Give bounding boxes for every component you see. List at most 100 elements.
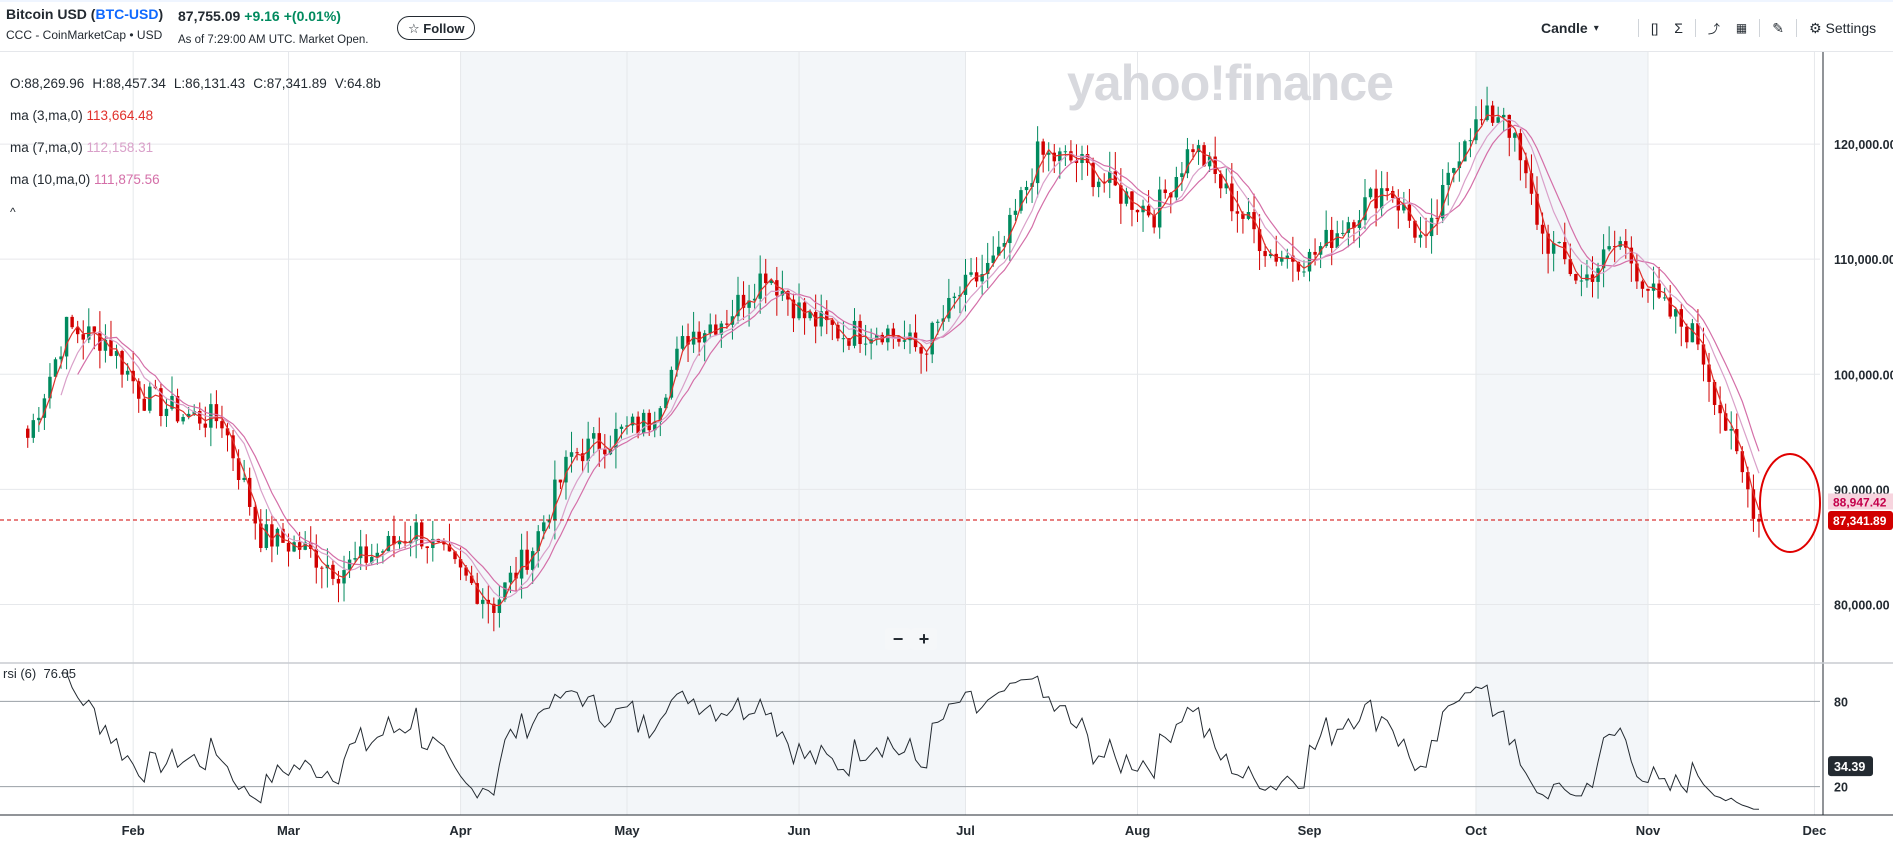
candle xyxy=(347,559,352,571)
candle xyxy=(1102,181,1106,183)
candle xyxy=(553,479,557,520)
candle xyxy=(1518,133,1523,161)
candle xyxy=(1496,117,1500,123)
candle xyxy=(231,435,235,459)
candle xyxy=(1751,489,1756,519)
rsi-line xyxy=(61,672,1759,810)
compare-bracket-icon[interactable]: [] xyxy=(1651,20,1659,36)
sigma-indicator-icon[interactable]: Σ xyxy=(1674,20,1683,36)
candle xyxy=(1230,183,1234,212)
chart-tools: [] Σ ⤴ ▦ ✎ ⚙ Settings xyxy=(1626,16,1876,40)
collapse-legend-icon[interactable]: ^ xyxy=(10,205,16,219)
candle xyxy=(575,452,579,454)
candle xyxy=(1391,190,1395,199)
candle xyxy=(1646,288,1650,291)
candle xyxy=(1241,213,1245,219)
candle xyxy=(370,556,374,563)
follow-label: Follow xyxy=(423,21,465,36)
pencil-draw-icon[interactable]: ✎ xyxy=(1772,19,1784,36)
candle xyxy=(1479,119,1484,121)
candle xyxy=(1529,173,1534,194)
symbol-source: CCC - CoinMarketCap • USD xyxy=(6,28,163,42)
candle xyxy=(497,599,502,613)
candle xyxy=(630,416,635,426)
candle xyxy=(1296,261,1301,272)
x-tick-label: Jun xyxy=(787,823,810,838)
candle xyxy=(53,359,58,377)
trend-line-icon[interactable]: ⤴ xyxy=(1707,21,1720,36)
candle xyxy=(419,522,424,547)
candle xyxy=(286,542,291,552)
calendar-events-icon[interactable]: ▦ xyxy=(1735,21,1748,35)
candle xyxy=(1169,192,1173,198)
candle xyxy=(142,398,146,411)
ma10-label: ma (10,ma,0) xyxy=(10,172,91,187)
candle xyxy=(874,334,879,340)
chart-type-select[interactable]: Candle ▾ xyxy=(1541,16,1599,40)
high-value: H:88,457.34 xyxy=(92,76,166,91)
candle xyxy=(198,411,202,424)
open-value: O:88,269.96 xyxy=(10,76,85,91)
candle xyxy=(764,273,768,284)
candle xyxy=(1108,171,1112,183)
candle xyxy=(1563,242,1567,260)
candle xyxy=(1723,413,1728,431)
candle xyxy=(1113,171,1118,186)
candle xyxy=(475,583,479,604)
last-price-badge-label: 87,341.89 xyxy=(1833,514,1887,528)
candle xyxy=(530,551,535,570)
candle xyxy=(1535,193,1539,225)
rsi-last-badge-label: 34.39 xyxy=(1834,760,1865,774)
candle xyxy=(81,334,85,340)
candle xyxy=(997,246,1001,256)
candle xyxy=(314,548,319,568)
ma3-legend[interactable]: ma (3,ma,0) 113,664.48 xyxy=(10,106,389,138)
ticker-link[interactable]: BTC-USD xyxy=(95,6,159,22)
candle xyxy=(1024,186,1029,191)
toolbar-divider xyxy=(1795,19,1797,37)
candle xyxy=(1329,229,1334,248)
candle xyxy=(1574,274,1578,281)
candle xyxy=(897,336,901,342)
settings-button[interactable]: ⚙ Settings xyxy=(1809,20,1876,37)
ma10-legend[interactable]: ma (10,ma,0) 111,875.56 xyxy=(10,170,389,202)
candle xyxy=(1629,247,1634,264)
zoom-in-button[interactable]: + xyxy=(911,628,937,650)
candle xyxy=(1674,309,1678,317)
candle xyxy=(503,582,507,600)
candle xyxy=(597,433,601,450)
candle xyxy=(353,558,357,560)
ma7-legend[interactable]: ma (7,ma,0) 112,158.31 xyxy=(10,138,389,170)
candle xyxy=(1590,274,1595,282)
rsi-legend: rsi (6) 76.05 xyxy=(3,666,76,681)
candle xyxy=(586,438,590,462)
candle xyxy=(1174,176,1179,198)
candle xyxy=(447,544,452,552)
candle xyxy=(464,567,468,576)
candle xyxy=(92,326,97,332)
candle xyxy=(675,348,679,370)
candle xyxy=(558,479,563,483)
as-of-time: As of 7:29:00 AM UTC. Market Open. xyxy=(178,34,369,46)
zoom-out-button[interactable]: − xyxy=(885,628,911,650)
candle xyxy=(270,524,274,547)
ohlc-readout: O:88,269.96 H:88,457.34 L:86,131.43 C:87,34… xyxy=(10,74,389,106)
candle xyxy=(1474,119,1478,141)
candle xyxy=(492,603,496,613)
follow-button[interactable]: ☆ Follow xyxy=(397,16,476,40)
candle xyxy=(1524,160,1528,174)
candle xyxy=(669,369,674,398)
candle xyxy=(847,338,851,346)
candle xyxy=(1718,404,1722,414)
rsi-label: rsi (6) xyxy=(3,666,37,681)
candle xyxy=(442,541,446,545)
candle xyxy=(75,327,80,335)
candle xyxy=(64,316,69,357)
x-tick-label: Sep xyxy=(1298,823,1322,838)
candle xyxy=(1746,472,1750,490)
candle xyxy=(1701,344,1706,365)
candle xyxy=(1074,160,1079,164)
candle xyxy=(42,398,47,418)
candle xyxy=(1041,141,1045,155)
